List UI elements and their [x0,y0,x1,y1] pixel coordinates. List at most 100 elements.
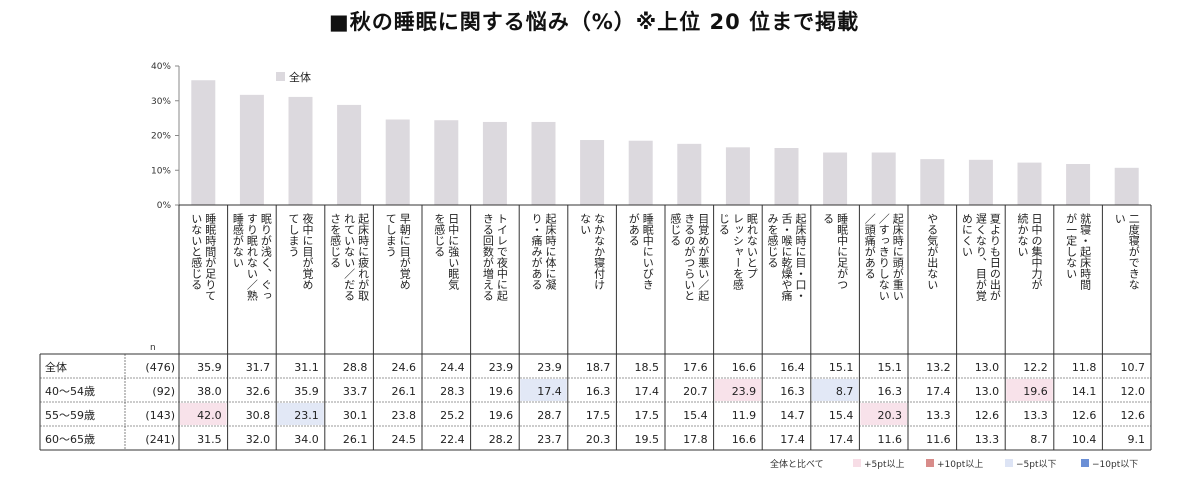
data-label: 31.1 [294,361,319,374]
cell-highlight [520,379,567,401]
data-label: 15.4 [829,409,854,422]
category-label: る [822,213,835,224]
bar [920,159,945,205]
data-label: 23.7 [537,433,562,446]
data-label: 12.6 [975,409,1000,422]
data-label: 42.0 [197,409,222,422]
category-label: 起床時に頭が重い [891,213,904,301]
data-label: 31.5 [197,433,222,446]
data-label: 19.6 [1023,385,1048,398]
data-label: 11.6 [878,433,903,446]
category-label: 感じる [669,213,682,246]
data-label: 22.4 [440,433,465,446]
bar [239,94,264,205]
data-label: 32.6 [246,385,271,398]
data-label: 24.5 [392,433,417,446]
category-label: みを感じる [766,213,779,268]
category-label: 日中に強い眠気 [447,213,460,291]
data-label: 11.6 [926,433,951,446]
bar [580,140,605,205]
category-label: ／頭痛がある [863,213,876,279]
cell-highlight [860,403,907,425]
category-label: 起床時に体に凝 [544,213,557,291]
data-label: 28.8 [343,361,368,374]
category-label: 睡眠時間が足りて [204,213,217,301]
data-label: 18.5 [635,361,660,374]
row-label: 55～59歳 [45,409,95,422]
data-label: 8.7 [1030,433,1048,446]
data-label: 20.3 [586,433,611,446]
data-label: 19.6 [489,409,514,422]
data-label: 13.0 [975,361,1000,374]
category-label: 眠れないとプ [745,213,758,279]
y-tick-label: 30% [151,97,171,107]
comparison-legend-swatch [926,459,934,467]
comparison-legend-label: +10pt以上 [937,459,983,470]
data-label: 12.6 [1121,409,1146,422]
data-label: 13.3 [975,433,1000,446]
category-label: 起床時に疲れが取 [357,213,370,302]
category-label: ない [579,213,592,235]
comparison-legend-title: 全体と比べて [770,458,824,470]
data-label: 12.6 [1072,409,1097,422]
comparison-legend-label: −10pt以下 [1092,460,1138,470]
category-label: を感じる [433,213,446,257]
cell-highlight [714,379,762,401]
data-label: 11.9 [732,409,757,422]
data-label: 20.7 [683,385,708,398]
data-label: 17.5 [586,409,611,422]
data-label: 15.4 [683,409,708,422]
data-label: 18.7 [586,361,611,374]
row-n: (143) [145,409,175,422]
data-label: 33.7 [343,385,368,398]
category-label: めにくい [960,213,973,257]
data-label: 19.6 [489,385,514,398]
data-label: 15.1 [878,361,903,374]
data-label: 17.4 [635,385,660,398]
bar [628,140,653,205]
category-label: やる気が出ない [926,213,939,290]
category-label: てしまう [384,213,397,257]
data-label: 23.1 [294,409,319,422]
bar [823,152,848,205]
chart-title: ■秋の睡眠に関する悩み（%）※上位 20 位まで掲載 [328,10,860,34]
data-label: 30.1 [343,409,368,422]
category-label: いないと感じる [190,213,203,290]
bar [191,80,216,205]
row-label: 40～54歳 [45,385,95,398]
data-label: 32.0 [246,433,271,446]
data-label: 26.1 [343,433,368,446]
row-label: 全体 [45,360,67,374]
bar [725,147,750,205]
bar [531,121,556,205]
bar [677,143,702,205]
data-label: 13.3 [926,409,951,422]
y-tick-label: 40% [151,62,171,72]
data-label: 16.4 [780,361,805,374]
data-label: 11.8 [1072,361,1097,374]
category-label: 二度寝ができな [1127,213,1140,290]
n-label: n [150,343,156,353]
data-label: 24.4 [440,361,465,374]
data-label: 17.6 [683,361,708,374]
row-n: (92) [152,385,175,398]
data-label: 12.2 [1023,361,1048,374]
data-label: 20.3 [878,409,903,422]
bar [337,104,362,205]
comparison-legend-swatch [1005,459,1013,467]
category-label: トイレで夜中に起 [495,213,508,302]
cell-highlight [811,379,859,401]
category-label: きるのがつらいと [683,213,696,301]
category-label: じる [717,213,730,235]
data-label: 10.7 [1121,361,1146,374]
data-label: 16.6 [732,361,757,374]
category-label: 睡感がない [231,213,244,268]
data-label: 28.3 [440,385,465,398]
category-label: 起床時に目・口・ [794,213,807,301]
data-label: 17.4 [829,433,854,446]
data-label: 17.8 [683,433,708,446]
category-label: 遅くなり、目が覚 [974,213,987,302]
data-label: 23.9 [537,361,562,374]
data-label: 9.1 [1128,433,1146,446]
category-label: 舌・喉に乾燥や痛 [780,213,793,302]
